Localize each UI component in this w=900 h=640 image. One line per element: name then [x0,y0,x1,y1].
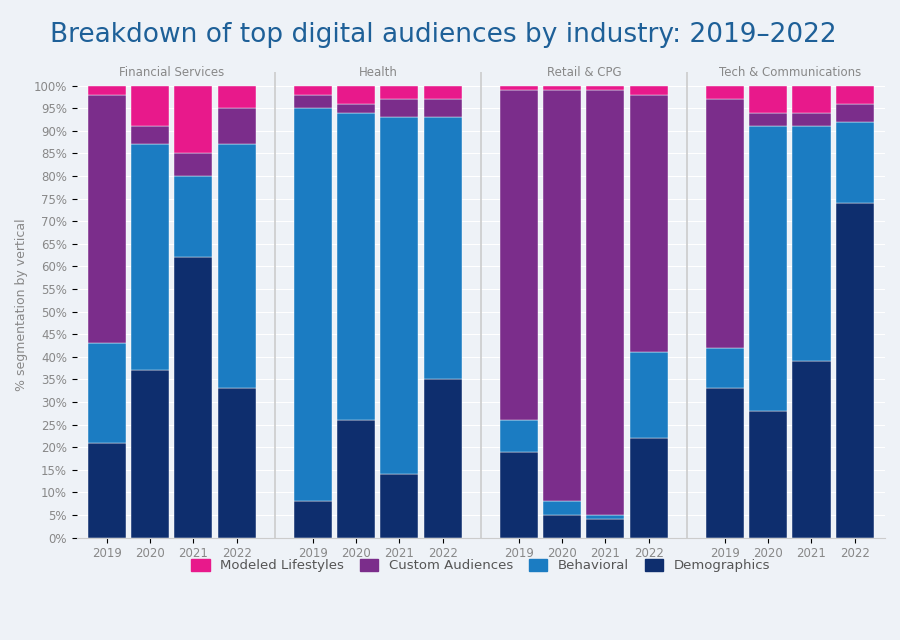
Bar [836,122,874,203]
Bar [793,86,831,113]
Bar [500,86,538,90]
Bar [88,95,126,343]
Bar [338,113,375,420]
Bar [338,104,375,113]
Bar [424,99,462,117]
Bar [381,117,418,474]
Bar [131,145,169,371]
Bar [500,452,538,538]
Bar [131,126,169,145]
Bar [88,86,126,95]
Bar [294,95,332,108]
Bar [706,388,744,538]
Bar [424,380,462,538]
Bar [218,108,256,145]
Y-axis label: % segmentation by vertical: % segmentation by vertical [15,218,28,391]
Bar [544,515,581,538]
Text: Retail & CPG: Retail & CPG [546,66,621,79]
Bar [587,90,625,515]
Bar [88,443,126,538]
Bar [294,86,332,95]
Bar [587,86,625,90]
Legend: Modeled Lifestyles, Custom Audiences, Behavioral, Demographics: Modeled Lifestyles, Custom Audiences, Be… [186,554,776,577]
Bar [630,438,668,538]
Bar [381,99,418,117]
Bar [749,411,788,538]
Bar [175,257,212,538]
Bar [630,352,668,438]
Bar [175,176,212,257]
Bar [175,86,212,154]
Bar [218,388,256,538]
Bar [381,474,418,538]
Bar [544,90,581,501]
Bar [749,86,788,113]
Bar [294,108,332,501]
Bar [706,86,744,99]
Bar [131,371,169,538]
Bar [338,420,375,538]
Bar [218,145,256,388]
Bar [544,86,581,90]
Bar [587,520,625,538]
Bar [793,126,831,361]
Bar [836,203,874,538]
Text: Tech & Communications: Tech & Communications [719,66,861,79]
Bar [131,86,169,126]
Bar [175,154,212,176]
Text: Breakdown of top digital audiences by industry: 2019–2022: Breakdown of top digital audiences by in… [50,22,836,49]
Bar [424,86,462,99]
Bar [749,126,788,411]
Bar [381,86,418,99]
Text: Health: Health [358,66,397,79]
Bar [500,90,538,420]
Bar [88,343,126,443]
Bar [793,361,831,538]
Bar [544,501,581,515]
Bar [500,420,538,452]
Bar [587,515,625,520]
Bar [749,113,788,126]
Bar [338,86,375,104]
Bar [218,86,256,108]
Bar [706,348,744,388]
Bar [294,501,332,538]
Bar [836,86,874,104]
Bar [630,86,668,95]
Bar [424,117,462,380]
Text: Financial Services: Financial Services [119,66,224,79]
Bar [836,104,874,122]
Bar [706,99,744,348]
Bar [793,113,831,126]
Bar [630,95,668,352]
